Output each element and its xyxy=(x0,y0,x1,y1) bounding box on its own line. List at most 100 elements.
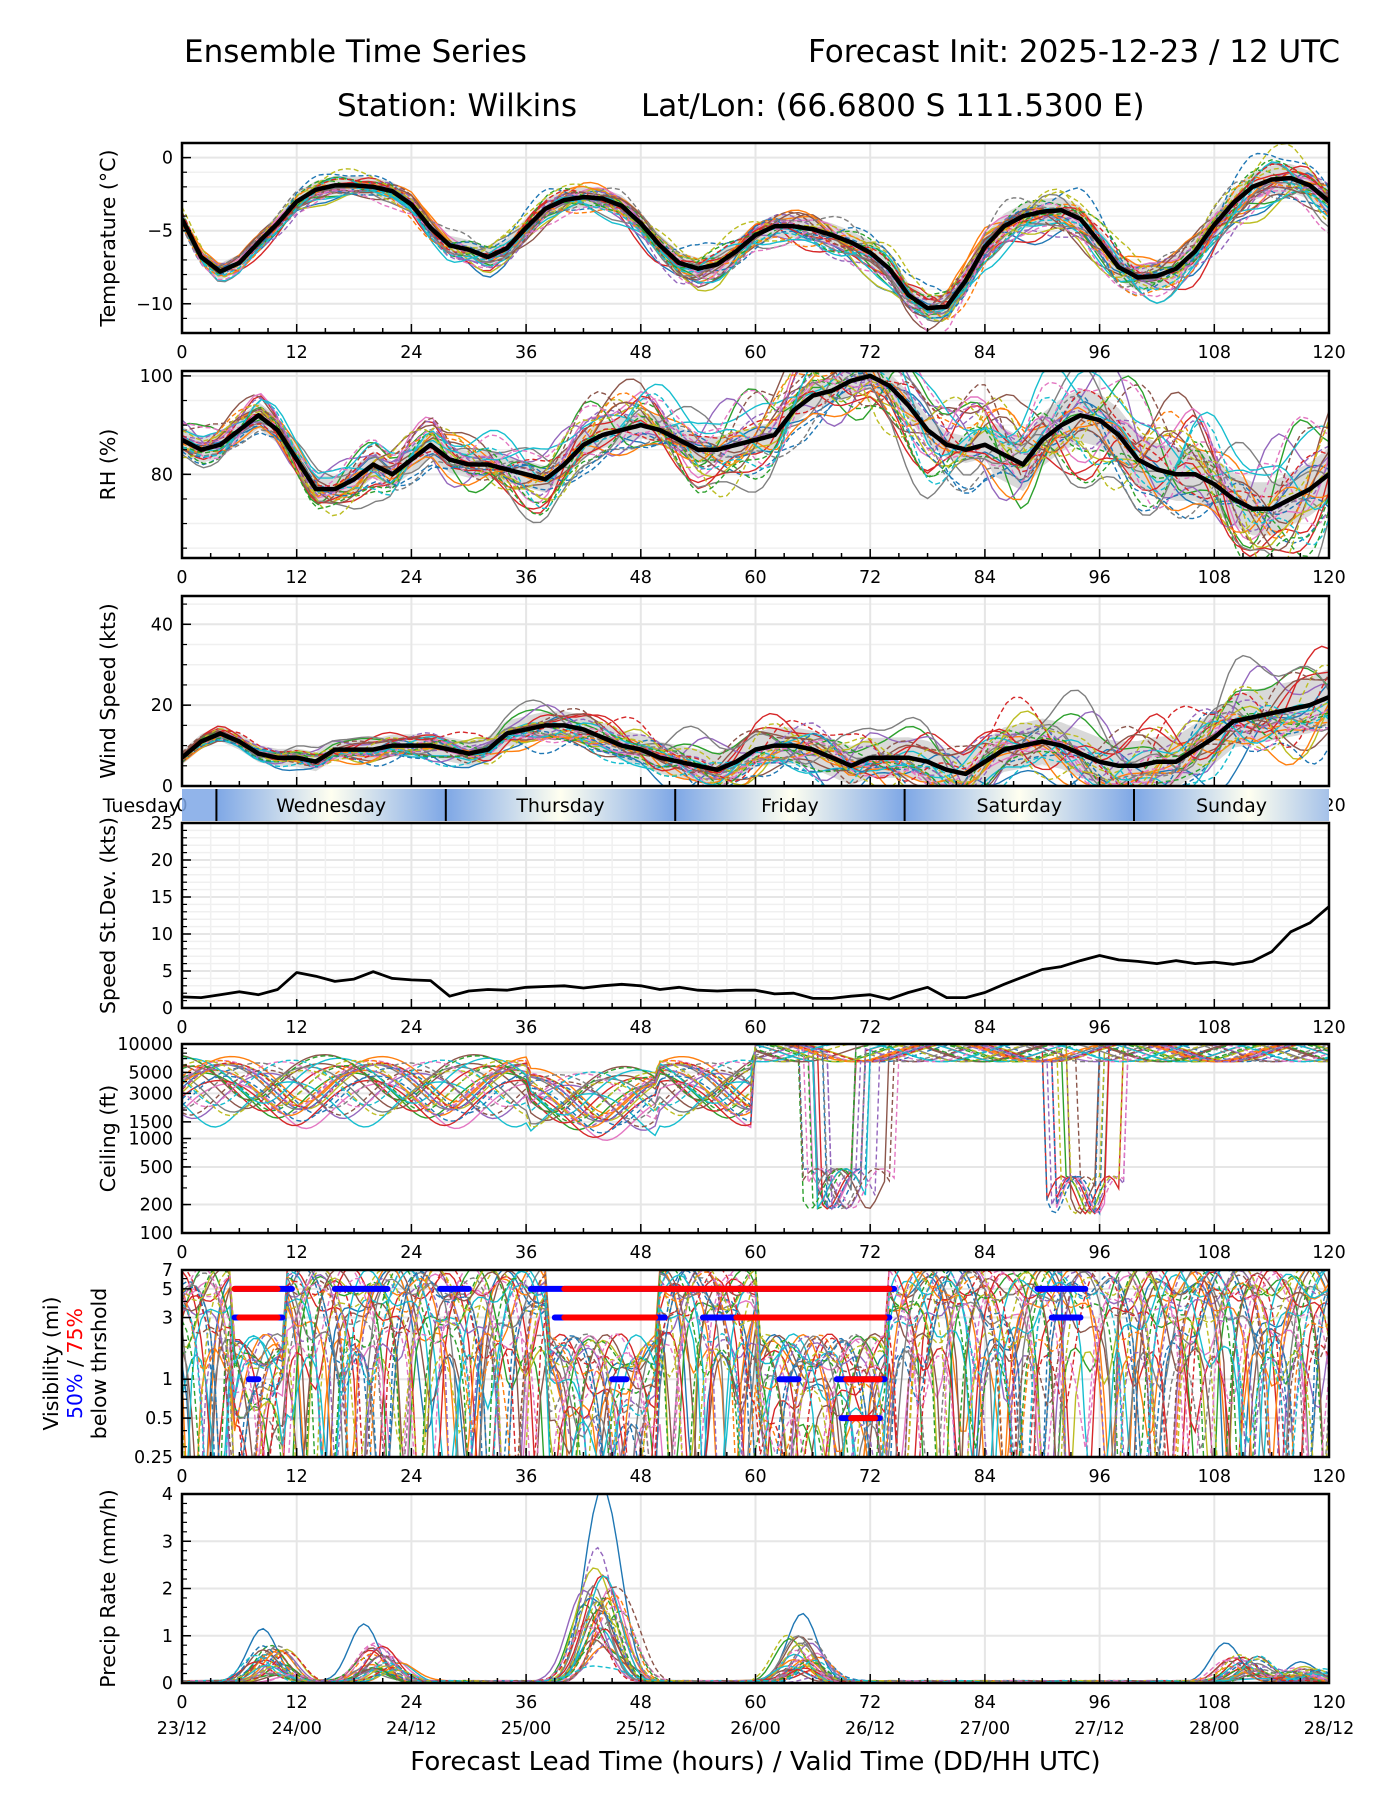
rh-member-line xyxy=(182,371,1329,533)
visibility-member-line xyxy=(185,1270,1329,1457)
ceiling-x-tick-label: 0 xyxy=(176,1243,187,1263)
ceiling-y-tick-label: 3000 xyxy=(128,1084,173,1104)
day-band-segment xyxy=(904,789,1135,821)
x-tick-label-valid-time: 25/12 xyxy=(616,1719,666,1739)
visibility-x-tick-label: 84 xyxy=(974,1467,996,1487)
speed_stdev-y-tick-label: 5 xyxy=(162,962,173,982)
forecast-init: Forecast Init: 2025-12-23 / 12 UTC xyxy=(808,34,1340,70)
rh-member-line xyxy=(182,371,1329,558)
rh-member-line xyxy=(182,371,1329,540)
rh-x-tick-label: 108 xyxy=(1198,568,1231,588)
visibility-member-line xyxy=(201,1270,1329,1457)
speed_stdev-x-tick-label: 24 xyxy=(400,1018,422,1038)
visibility-label-line1: Visibility (mi) xyxy=(39,1296,63,1430)
precip_rate-y-axis-label: Precip Rate (mm/h) xyxy=(96,1489,120,1687)
rh-member-line xyxy=(182,374,1329,500)
speed_stdev-y-axis-label: Speed St.Dev. (kts) xyxy=(96,817,120,1014)
ceiling-member-line xyxy=(182,1044,1329,1215)
precip_rate-axes: 0 1 2 3 4 Precip Rate (mm/h) xyxy=(96,1485,1331,1694)
speed_stdev-y-tick-label: 25 xyxy=(151,814,173,834)
visibility-axes: 75 3 1 0.5 0.250 12 24 36 48 60 72 84 96 108 120 xyxy=(134,1261,1346,1487)
visibility-label-75: 75% xyxy=(63,1308,87,1354)
speed_stdev-x-tick-label: 48 xyxy=(630,1018,652,1038)
speed_stdev-y-tick-label: 0 xyxy=(162,999,173,1019)
temperature-x-tick-label: 72 xyxy=(859,343,881,363)
ceiling-member-line xyxy=(182,1044,1329,1210)
temperature-y-tick-label: −10 xyxy=(136,295,173,315)
temperature-member-line xyxy=(182,143,1329,297)
wind_speed-member-line xyxy=(182,703,1329,786)
temperature-member-line xyxy=(182,152,1329,295)
wind_speed-member-line xyxy=(182,654,1329,786)
temperature-member-line xyxy=(182,178,1329,312)
rh-panel xyxy=(181,371,1330,558)
visibility-member-line xyxy=(182,1270,1329,1457)
temperature-x-tick-label: 96 xyxy=(1088,343,1110,363)
temperature-member-line xyxy=(182,170,1329,310)
day-band-segment xyxy=(445,789,676,821)
day-label: Sunday xyxy=(1196,795,1267,817)
precip_rate-y-tick-label: 4 xyxy=(162,1485,173,1505)
temperature-axes: 0 −5 −10 0 12 24 36 48 60 72 84 96 108 120 Temperature… xyxy=(96,141,1346,363)
visibility-threshold-bars xyxy=(231,1285,1089,1422)
rh-x-tick-label: 36 xyxy=(515,568,537,588)
rh-x-tick-label: 120 xyxy=(1312,568,1345,588)
x-tick-label-hours: 36 xyxy=(515,1693,537,1713)
ceiling-frame xyxy=(180,1042,1331,1235)
x-axis-label: Forecast Lead Time (hours) / Valid Time … xyxy=(410,1747,1100,1777)
x-tick-label-hours: 0 xyxy=(176,1693,187,1713)
day-band-segment xyxy=(675,789,905,821)
temperature-x-tick-label: 36 xyxy=(515,343,537,363)
speed_stdev-y-tick-label: 15 xyxy=(151,888,173,908)
precip_rate-y-tick-label: 0 xyxy=(162,1674,173,1694)
temperature-y-tick-label: 0 xyxy=(162,149,173,169)
ceiling-member-line xyxy=(182,1044,1329,1210)
speed_stdev-x-tick-label: 0 xyxy=(176,1018,187,1038)
ceiling-y-tick-label: 200 xyxy=(140,1196,173,1216)
temperature-member-line xyxy=(182,163,1329,301)
temperature-y-axis-label: Temperature (°C) xyxy=(96,150,120,328)
rh-member-line xyxy=(182,371,1329,558)
temperature-x-tick-label: 12 xyxy=(286,343,308,363)
speed_stdev-frame xyxy=(180,821,1331,1010)
visibility-frame xyxy=(180,1268,1331,1459)
speed_stdev-y-tick-label: 20 xyxy=(151,851,173,871)
x-tick-label-valid-time: 24/12 xyxy=(386,1719,436,1739)
ceiling-y-tick-label: 5000 xyxy=(128,1063,173,1083)
visibility-member-line xyxy=(182,1270,1329,1457)
rh-spread-band xyxy=(182,371,1329,536)
rh-y-axis-label: RH (%) xyxy=(96,429,120,501)
x-tick-label-valid-time: 23/12 xyxy=(157,1719,207,1739)
day-band-segment xyxy=(182,789,217,821)
day-label: Saturday xyxy=(976,795,1062,817)
ceiling-x-tick-label: 72 xyxy=(859,1243,881,1263)
ceiling-member-line xyxy=(182,1044,1329,1210)
rh-frame xyxy=(180,369,1331,560)
precip_rate-frame xyxy=(180,1492,1331,1685)
visibility-y-tick-label: 7 xyxy=(162,1261,173,1281)
speed_stdev-x-tick-label: 120 xyxy=(1312,1018,1345,1038)
wind_speed-y-tick-label: 40 xyxy=(151,615,173,635)
ceiling-y-tick-label: 100 xyxy=(140,1224,173,1244)
rh-member-line xyxy=(182,371,1329,511)
day-band-segment xyxy=(1134,789,1329,821)
speed_stdev-x-tick-label: 36 xyxy=(515,1018,537,1038)
precip_rate-y-tick-label: 2 xyxy=(162,1580,173,1600)
visibility-member-line xyxy=(182,1270,1329,1457)
ceiling-x-tick-label: 60 xyxy=(744,1243,766,1263)
temperature-x-tick-label: 120 xyxy=(1312,343,1345,363)
temperature-x-tick-label: 0 xyxy=(176,343,187,363)
x-tick-label-valid-time: 27/00 xyxy=(960,1719,1010,1739)
rh-member-line xyxy=(182,371,1329,536)
precip_rate-member-line xyxy=(182,1605,1329,1683)
speed_stdev-axes: 0 5 10 15 20 25 0 12 24 36 48 60 72 84 96 108 120 Speed S… xyxy=(96,814,1346,1038)
rh-y-tick-label: 100 xyxy=(140,367,173,387)
rh-member-line xyxy=(182,374,1329,520)
ceiling-y-tick-label: 500 xyxy=(140,1158,173,1178)
ceiling-member-line xyxy=(182,1044,1329,1215)
ceiling-x-tick-label: 120 xyxy=(1312,1243,1345,1263)
day-label: Wednesday xyxy=(276,795,386,817)
station-latlon: Lat/Lon: (66.6800 S 111.5300 E) xyxy=(641,88,1145,124)
x-tick-label-hours: 72 xyxy=(859,1693,881,1713)
visibility-member-line xyxy=(182,1270,1329,1457)
